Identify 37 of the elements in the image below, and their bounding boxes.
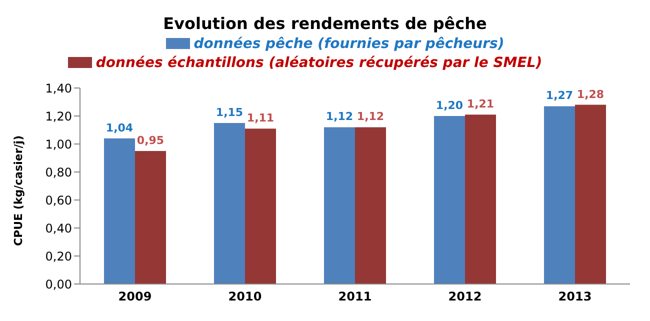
y-tick-label: 0,80 <box>45 165 72 180</box>
data-label: 1,15 <box>216 106 244 119</box>
chart-title: Evolution des rendements de pêche <box>162 14 488 33</box>
bar <box>355 127 386 284</box>
legend-label: données échantillons (aléatoires récupérés par le SMEL) <box>96 54 542 70</box>
y-tick-label: 0,40 <box>45 221 72 236</box>
x-tick-label: 2010 <box>228 290 262 304</box>
y-tick-label: 0,20 <box>45 249 72 264</box>
bar <box>214 123 245 284</box>
y-tick-label: 0,00 <box>45 277 72 292</box>
data-label: 1,04 <box>106 121 134 134</box>
bar <box>104 138 135 284</box>
data-label: 1,20 <box>436 99 464 112</box>
bar <box>245 128 276 284</box>
y-tick-label: 0,60 <box>45 193 72 208</box>
bar <box>575 104 606 284</box>
x-tick-label: 2009 <box>118 290 152 304</box>
data-label: 0,95 <box>136 134 164 147</box>
x-tick-label: 2012 <box>448 290 482 304</box>
bar <box>324 127 355 284</box>
data-label: 1,12 <box>356 110 384 124</box>
bar <box>434 116 465 284</box>
bar <box>135 151 166 284</box>
x-tick-label: 2013 <box>558 290 592 304</box>
y-tick-label: 1,20 <box>45 109 72 124</box>
data-label: 1,28 <box>576 88 604 101</box>
bar <box>544 106 575 284</box>
data-label: 1,21 <box>466 98 494 111</box>
x-tick-label: 2011 <box>338 290 372 304</box>
y-tick-label: 1,40 <box>45 81 72 96</box>
data-label: 1,11 <box>246 112 274 125</box>
data-label: 1,27 <box>546 89 574 102</box>
legend-label: données pêche (fournies par pêcheurs) <box>194 36 504 52</box>
y-tick-label: 1,00 <box>45 137 72 152</box>
bar <box>465 114 496 284</box>
y-axis-title: CPUE (kg/casier/j) <box>12 135 25 246</box>
data-label: 1,12 <box>326 110 354 124</box>
